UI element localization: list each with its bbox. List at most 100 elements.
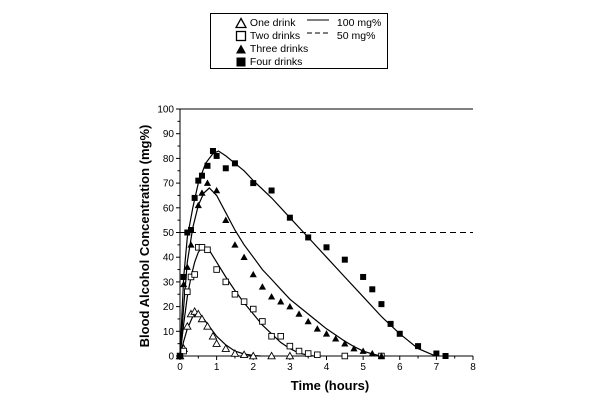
x-tick-label: 7	[434, 362, 440, 373]
data-point-series-2	[249, 305, 257, 313]
data-point-series-4	[387, 320, 394, 327]
data-point-series-4	[360, 273, 367, 280]
data-point-series-1	[221, 344, 231, 352]
legend-item-one-drink: One drink	[235, 17, 295, 29]
legend-label-two-drinks: Two drinks	[249, 30, 301, 42]
data-point-series-3	[194, 201, 202, 209]
y-tick-label: 100	[157, 105, 174, 116]
data-point-series-4	[341, 256, 348, 263]
legend-item-four-drinks: Four drinks	[235, 56, 302, 68]
data-point-series-3	[187, 241, 195, 248]
series-curve-3	[179, 187, 382, 357]
series-curve-4	[179, 150, 437, 357]
data-point-series-3	[341, 340, 349, 347]
data-point-series-1	[248, 351, 258, 360]
open-square-icon	[235, 30, 247, 42]
data-point-series-3	[277, 298, 285, 305]
data-point-series-4	[396, 330, 403, 337]
legend-label-three-drinks: Three drinks	[249, 43, 309, 55]
x-tick-label: 6	[397, 362, 403, 373]
data-point-series-3	[332, 335, 340, 342]
data-point-series-2	[184, 288, 191, 296]
data-point-series-3	[359, 347, 367, 354]
y-tick-label: 0	[168, 352, 174, 363]
x-tick-label: 4	[324, 362, 330, 373]
data-point-series-4	[180, 273, 187, 280]
data-point-series-3	[267, 293, 276, 300]
legend: One drink Two drinks Three drinks Four d…	[210, 13, 388, 69]
data-point-series-2	[204, 246, 211, 254]
y-tick-label: 40	[163, 253, 175, 264]
legend-item-50-line: 50 mg%	[307, 30, 375, 42]
data-point-series-3	[322, 330, 331, 337]
y-tick-label: 50	[163, 228, 175, 239]
x-tick-label: 3	[287, 362, 293, 373]
data-point-series-4	[204, 162, 211, 169]
data-point-series-4	[184, 229, 191, 236]
data-point-series-2	[213, 266, 220, 273]
data-point-series-3	[203, 179, 212, 186]
data-point-series-4	[231, 160, 238, 167]
legend-label-100: 100 mg%	[336, 17, 382, 29]
data-point-series-1	[285, 351, 295, 360]
reference-lines	[180, 108, 473, 233]
y-tick-label: 80	[163, 154, 175, 165]
legend-item-three-drinks: Three drinks	[235, 43, 308, 55]
dashed-line-icon	[307, 32, 329, 34]
y-tick-label: 30	[163, 277, 175, 288]
legend-label-50: 50 mg%	[336, 30, 376, 42]
data-point-series-3	[213, 186, 221, 194]
data-point-series-2	[341, 352, 349, 360]
data-point-series-1	[267, 351, 276, 360]
data-point-series-1	[230, 349, 240, 357]
y-tick-label: 60	[163, 203, 175, 214]
data-point-series-4	[250, 180, 257, 187]
fitted-curves	[179, 150, 437, 357]
open-triangle-icon	[235, 17, 247, 29]
series-curve-1	[179, 313, 261, 357]
data-point-series-3	[231, 241, 239, 248]
y-tick-label: 10	[163, 327, 175, 338]
data-point-series-4	[209, 147, 216, 154]
data-point-series-3	[286, 303, 294, 310]
data-point-series-4	[369, 286, 376, 293]
data-point-series-4	[323, 244, 330, 251]
data-point-series-2	[286, 342, 294, 350]
data-point-series-1	[203, 321, 212, 330]
y-tick-label: 70	[163, 179, 175, 190]
data-point-series-3	[377, 352, 386, 359]
data-point-series-3	[295, 310, 303, 317]
x-tick-label: 2	[250, 362, 256, 373]
data-point-series-1	[182, 321, 192, 330]
data-point-series-1	[190, 307, 200, 315]
data-point-series-4	[442, 353, 449, 359]
data-point-series-4	[305, 234, 312, 241]
data-point-series-4	[378, 301, 385, 308]
data-point-series-2	[268, 332, 275, 340]
data-point-series-1	[239, 350, 249, 359]
data-point-series-1	[197, 314, 207, 323]
data-point-series-4	[177, 353, 183, 359]
data-point-series-3	[240, 253, 248, 260]
data-point-series-4	[286, 214, 293, 221]
data-point-series-2	[191, 271, 198, 278]
data-point-series-4	[187, 227, 194, 234]
x-tick-label: 8	[470, 362, 476, 373]
legend-item-two-drinks: Two drinks	[235, 30, 300, 42]
data-point-series-2	[222, 278, 230, 286]
solid-line-icon	[307, 19, 329, 21]
x-tick-label: 0	[177, 362, 183, 373]
y-axis-label: Blood Alcohol Concentration (mg%)	[137, 125, 152, 348]
data-point-series-4	[195, 177, 202, 184]
data-point-series-3	[198, 189, 206, 196]
data-point-series-2	[180, 347, 187, 355]
filled-triangle-icon	[236, 44, 246, 54]
data-point-series-4	[433, 350, 440, 357]
data-point-series-3	[350, 344, 358, 352]
data-point-series-4	[191, 194, 198, 201]
data-point-series-3	[222, 216, 230, 223]
data-point-series-2	[295, 347, 303, 355]
filled-square-icon	[236, 57, 246, 67]
data-point-series-4	[213, 152, 220, 159]
